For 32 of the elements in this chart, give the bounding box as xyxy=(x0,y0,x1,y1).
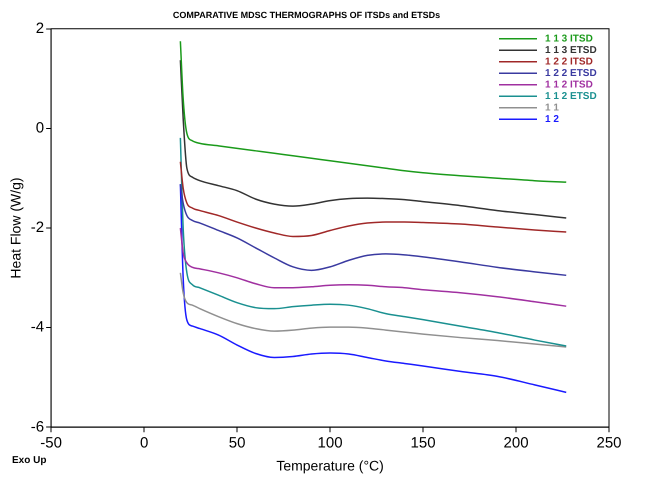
y-tick-label: -2 xyxy=(30,219,44,236)
line-series xyxy=(180,227,567,307)
text: Exo Up xyxy=(12,455,46,466)
x-tick-label: 200 xyxy=(504,434,529,452)
line-series xyxy=(180,161,567,238)
legend-label: 1 1 3 ITSD xyxy=(545,34,593,45)
line-series xyxy=(180,137,567,347)
legend-label: 1 2 xyxy=(545,114,560,126)
chart-title: COMPARATIVE MDSC THERMOGRAPHS OF ITSDs and ETSDs xyxy=(172,10,440,20)
x-tick-label: 150 xyxy=(410,434,436,452)
line-series xyxy=(180,40,567,183)
y-tick-label: 0 xyxy=(36,120,44,137)
legend-label: 1 1 2 ETSD xyxy=(545,91,597,102)
x-tick-label: 250 xyxy=(596,434,622,452)
line-series xyxy=(180,272,567,348)
legend-label: 1 2 2 ETSD xyxy=(545,68,597,80)
y-axis-title: Heat Flow (W/g) xyxy=(7,177,24,279)
legend-label: 1 1 3 ETSD xyxy=(545,45,597,56)
y-tick-label: -6 xyxy=(30,418,44,436)
line-series xyxy=(180,183,567,394)
legend-label: 1 2 2 ITSD xyxy=(545,56,593,68)
y-tick-label: -4 xyxy=(30,318,44,336)
x-tick-label: 100 xyxy=(318,434,343,452)
y-tick-label: 2 xyxy=(36,20,44,37)
line-series xyxy=(180,59,567,219)
line-series xyxy=(180,183,567,276)
x-tick-label: -50 xyxy=(40,434,62,452)
legend-label: 1 1 xyxy=(545,102,560,114)
x-axis-title: Temperature (°C) xyxy=(276,457,384,474)
x-tick-label: 50 xyxy=(228,434,246,452)
legend-label: 1 1 2 ITSD xyxy=(545,80,593,91)
x-tick-label: 0 xyxy=(140,434,148,452)
